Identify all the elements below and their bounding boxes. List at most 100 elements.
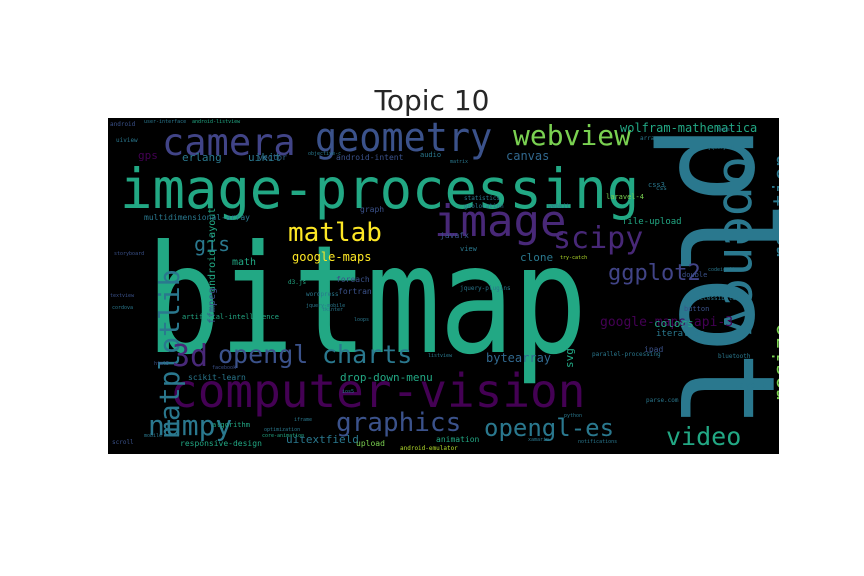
word: camera [162,121,296,164]
word: colors [654,317,694,330]
word: canvas [506,149,550,163]
word: clone [520,251,554,264]
word: css [656,185,667,192]
word: html5 [154,361,170,367]
word: algorithm [212,421,250,429]
word: d3.js [288,279,307,286]
word: video [666,422,742,451]
word: geometry [315,118,493,161]
word: computer-vision [170,364,586,418]
word: multidimensional-array [144,213,250,222]
word: geolocation [464,203,504,210]
word: opengl [218,340,309,369]
word: rotation [770,154,779,260]
word: bluetooth [718,353,751,360]
word: google-maps-api-3 [600,315,734,330]
chart-title: Topic 10 [374,84,490,117]
word: wordpress [306,291,339,298]
word: tkinter [322,307,344,313]
word: graph [360,205,385,214]
word: android-emulator [400,445,458,452]
word: textview [110,293,135,299]
word: resize [770,323,779,403]
word: matrix [450,159,469,165]
word: statistics [464,195,501,202]
word: parallel-processing [592,351,661,358]
word: iteration [656,329,705,339]
word: view [460,245,477,253]
word-cloud: bitmap plot image-processing computer-vi… [108,118,779,454]
word: upload [356,439,385,448]
word: gis [194,232,231,256]
word: bitmap [146,214,587,388]
word: jquery-ui [708,145,736,151]
word: parse.com [646,397,679,404]
word: cordova [112,305,134,311]
word: gps [138,149,158,162]
word: scipy [553,221,644,256]
word: double [682,271,708,279]
word: android-listview [192,119,241,125]
word: iframe [294,417,313,423]
word: listview [428,353,453,359]
word: ipad [644,345,664,354]
word: scikit-learn [188,373,246,382]
word: jquery-plugins [460,285,511,292]
word: opengl-es [484,414,615,442]
word: scroll [112,439,134,446]
word: css3 [648,181,665,189]
word: jquery-mobile [306,303,346,309]
word: charts [322,340,413,369]
word: android [110,121,136,128]
word: matlab [288,218,382,248]
word: math [232,257,257,268]
word: animation [436,435,480,444]
word: javafx [440,231,469,240]
word: accessibility [696,295,743,302]
word: button [684,305,710,313]
word: webview [513,119,632,152]
word: core-animation [262,433,305,439]
word: image-processing [120,157,640,221]
word: numpy [148,409,233,442]
word: bytearray [486,351,552,365]
word: responsive-design [180,439,262,448]
word: file-upload [622,217,682,227]
word: mobile [144,433,163,439]
word: vector [258,153,287,162]
word: opencv [712,156,770,337]
word: fortran [338,287,372,296]
word: user-interface [144,119,187,125]
word: laravel-4 [606,193,644,201]
word: image [434,196,567,247]
word: storyboard [114,251,145,257]
word: svg [563,348,576,368]
word: drop-down-menu [340,371,433,384]
word: graphics [336,408,462,438]
word: uitextfield [286,433,359,446]
word: 3d [172,339,209,374]
word: xamarin [528,437,550,443]
word: objective-c [308,151,342,157]
word: loops [354,317,370,323]
word: artificial-intelligence [182,313,279,321]
word: android-intent [336,153,404,162]
word: optimization [264,427,301,433]
word: codeigniter [708,267,742,273]
word: erlang [182,151,222,164]
word: audio [420,151,442,159]
word: arrays [640,135,662,142]
word: webkit [548,203,570,210]
word: ggplot2 [608,261,701,286]
word: uiview [116,137,138,144]
word: foreach [336,275,370,284]
word: boost [718,127,734,133]
word: google-maps [292,250,372,264]
word: wolfram-mathematica [620,121,758,135]
word: facebook [212,365,237,371]
word: uikit [248,151,282,164]
word: try-catch [560,255,588,261]
word: ios5 [342,389,355,395]
word: notifications [578,439,618,445]
word: layout [734,381,767,391]
